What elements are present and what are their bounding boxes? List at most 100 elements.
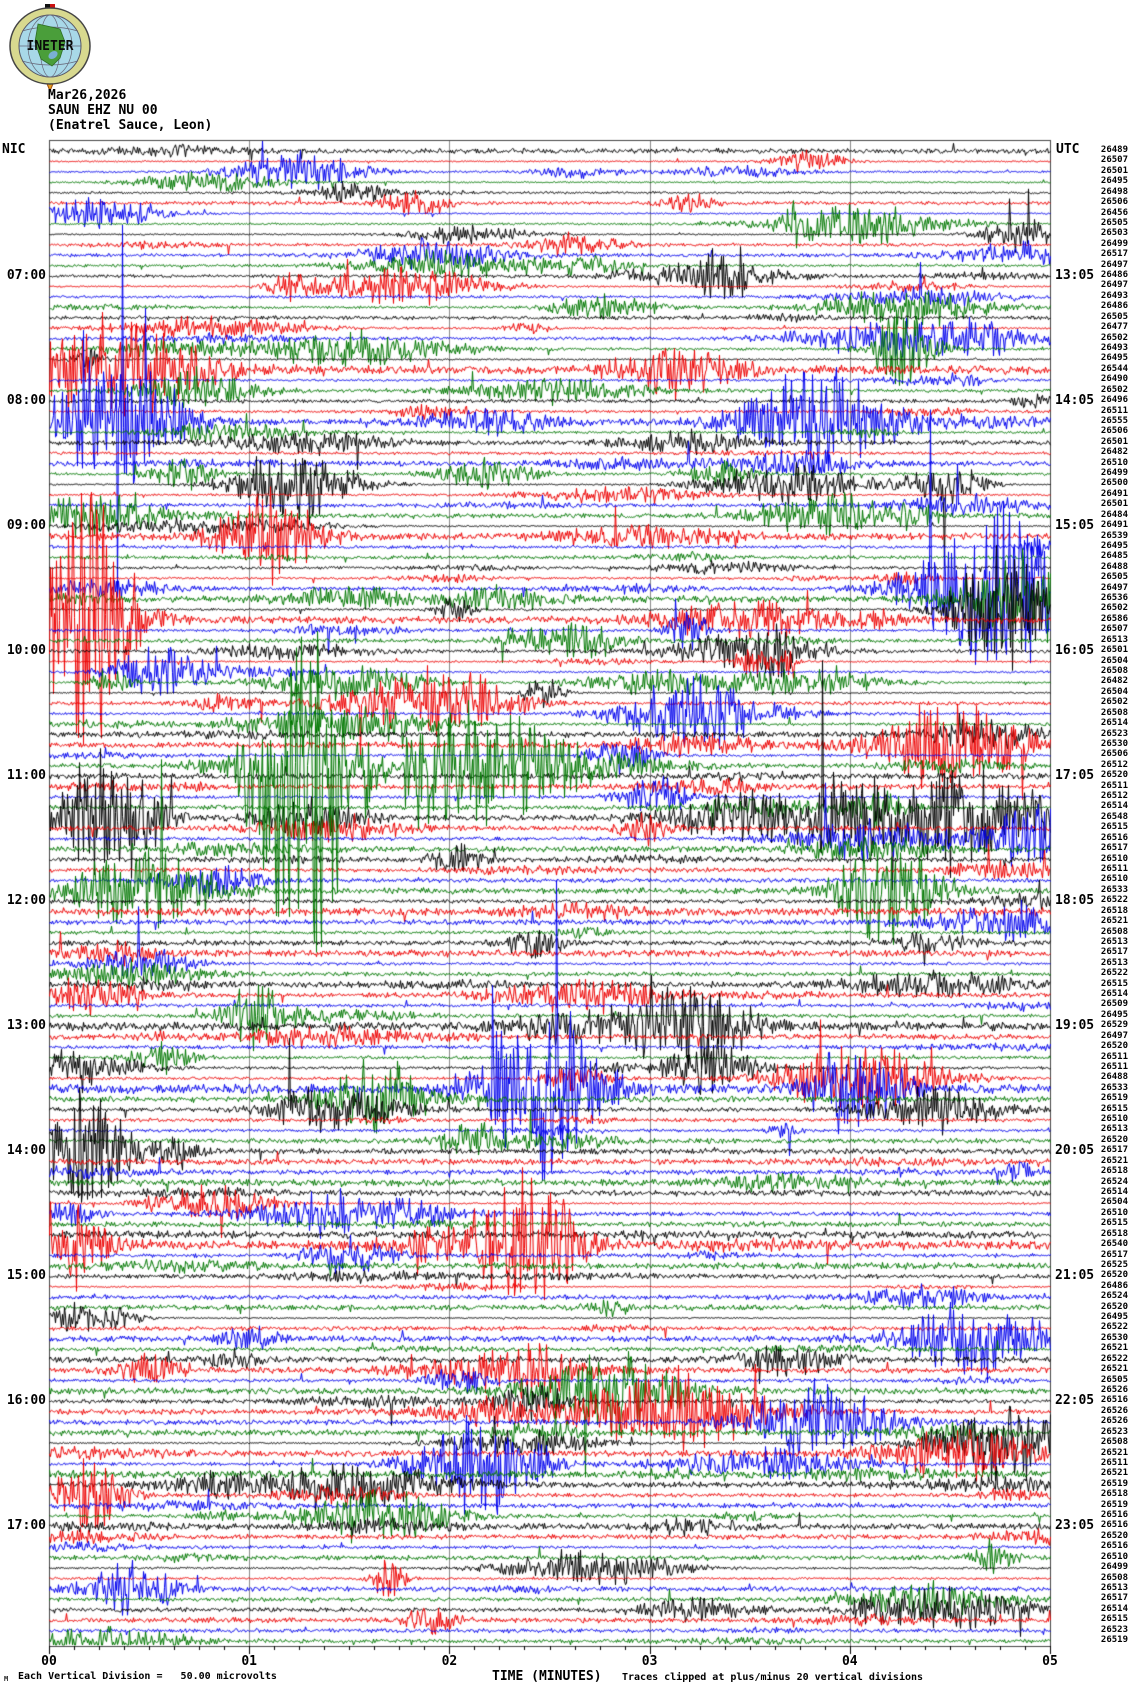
trace-value: 26539 xyxy=(1100,530,1128,541)
trace-value: 26495 xyxy=(1100,176,1128,187)
clip-text: Traces clipped at plus/minus 20 vertical… xyxy=(622,1672,924,1683)
trace-value: 26510 xyxy=(1100,1114,1128,1125)
left-hour-label: 09:00 xyxy=(6,518,46,534)
right-hour-label: 21:05 xyxy=(1055,1268,1095,1284)
trace-value: 26514 xyxy=(1100,989,1128,1000)
trace-value: 26508 xyxy=(1100,707,1128,718)
trace-value: 26526 xyxy=(1100,1405,1128,1416)
trace-value: 26508 xyxy=(1100,1437,1128,1448)
trace-value: 26508 xyxy=(1100,666,1128,676)
trace-value: 26486 xyxy=(1100,1280,1128,1291)
trace-value: 26495 xyxy=(1100,1312,1128,1323)
trace-value: 26491 xyxy=(1100,488,1128,499)
trace-value: 26505 xyxy=(1100,1374,1128,1385)
trace-value: 26513 xyxy=(1100,936,1128,947)
trace-value: 26516 xyxy=(1100,1510,1128,1521)
trace-value: 26530 xyxy=(1100,738,1128,749)
trace-value: 26555 xyxy=(1100,415,1128,426)
trace-value: 26496 xyxy=(1100,395,1128,406)
trace-value: 26456 xyxy=(1100,207,1128,218)
trace-value: 26524 xyxy=(1100,1291,1128,1302)
trace-value: 26510 xyxy=(1100,874,1128,885)
trace-value: 26493 xyxy=(1100,290,1128,301)
x-tick-label: 05 xyxy=(1042,1654,1058,1669)
trace-value: 26499 xyxy=(1100,1562,1128,1573)
trace-value: 26501 xyxy=(1100,436,1128,447)
trace-value: 26518 xyxy=(1100,1489,1128,1500)
trace-value: 26507 xyxy=(1100,624,1128,635)
ineter-logo: INETER xyxy=(9,4,91,92)
trace-value: 26517 xyxy=(1100,1593,1128,1604)
trace-value: 26499 xyxy=(1100,468,1128,479)
trace-value: 26520 xyxy=(1100,1041,1128,1052)
trace-value: 26511 xyxy=(1100,780,1128,791)
trace-value: 26521 xyxy=(1100,916,1128,927)
left-hour-label: 13:00 xyxy=(6,1018,46,1034)
trace-value: 26507 xyxy=(1100,155,1128,166)
trace-value: 26505 xyxy=(1100,311,1128,322)
trace-value: 26517 xyxy=(1100,1145,1128,1156)
trace-value: 26502 xyxy=(1100,697,1128,708)
trace-value: 26491 xyxy=(1100,520,1128,531)
trace-value: 26514 xyxy=(1100,1603,1128,1614)
logo-lake xyxy=(48,50,58,60)
right-hour-label: 17:05 xyxy=(1055,768,1095,784)
trace-value: 26530 xyxy=(1100,1332,1128,1343)
trace-value: 26501 xyxy=(1100,165,1128,176)
trace-value: 26515 xyxy=(1100,1614,1128,1625)
trace-value: 26529 xyxy=(1100,1020,1128,1031)
trace-value: 26484 xyxy=(1100,509,1128,520)
trace-value: 26497 xyxy=(1100,280,1128,291)
trace-value: 26508 xyxy=(1100,1572,1128,1583)
trace-value: 26513 xyxy=(1100,1582,1128,1593)
trace-value: 26513 xyxy=(1100,1124,1128,1135)
trace-value: 26502 xyxy=(1100,603,1128,614)
trace-value: 26504 xyxy=(1100,686,1128,697)
trace-value: 26511 xyxy=(1100,863,1128,874)
trace-value: 26489 xyxy=(1100,145,1128,155)
x-tick-label: 03 xyxy=(641,1654,658,1669)
trace-value: 26493 xyxy=(1100,342,1128,353)
trace-value: 26517 xyxy=(1100,249,1128,260)
left-hour-label: 08:00 xyxy=(6,393,46,409)
trace-value: 26517 xyxy=(1100,843,1128,854)
trace-value: 26522 xyxy=(1100,1322,1128,1333)
trace-value: 26512 xyxy=(1100,759,1128,770)
trace-value: 26520 xyxy=(1100,1134,1128,1145)
trace-value: 26488 xyxy=(1100,561,1128,572)
trace-value: 26520 xyxy=(1100,1301,1128,1312)
trace-value: 26502 xyxy=(1100,384,1128,395)
right-hour-label: 23:05 xyxy=(1055,1518,1095,1534)
trace-value: 26503 xyxy=(1100,228,1128,239)
trace-value: 26497 xyxy=(1100,259,1128,270)
trace-value: 26486 xyxy=(1100,270,1128,281)
trace-value: 26526 xyxy=(1100,1384,1128,1395)
trace-value: 26513 xyxy=(1100,634,1128,645)
trace-value: 26482 xyxy=(1100,676,1128,687)
trace-value: 26477 xyxy=(1100,322,1128,333)
trace-value: 26586 xyxy=(1100,613,1128,624)
right-hour-label: 15:05 xyxy=(1055,518,1095,534)
trace-value: 26515 xyxy=(1100,1218,1128,1229)
right-hour-label: 18:05 xyxy=(1055,893,1095,909)
trace-value: 26504 xyxy=(1100,655,1128,666)
trace-value: 26521 xyxy=(1100,1343,1128,1354)
trace-value: 26497 xyxy=(1100,1030,1128,1041)
trace-value: 26504 xyxy=(1100,1197,1128,1208)
trace-value: 26533 xyxy=(1100,884,1128,895)
trace-value: 26506 xyxy=(1100,749,1128,760)
right-hour-label: 19:05 xyxy=(1055,1018,1095,1034)
trace-value: 26525 xyxy=(1100,1259,1128,1270)
right-hour-label: 14:05 xyxy=(1055,393,1095,409)
left-hour-label: 15:00 xyxy=(6,1268,46,1284)
trace-value: 26533 xyxy=(1100,1082,1128,1093)
trace-value: 26516 xyxy=(1100,1520,1128,1531)
trace-value: 26526 xyxy=(1100,1416,1128,1427)
trace-value: 26521 xyxy=(1100,1155,1128,1166)
left-hour-label: 12:00 xyxy=(6,893,46,909)
header-date: Mar26,2026 xyxy=(48,88,127,103)
trace-value: 26518 xyxy=(1100,1228,1128,1239)
trace-value: 26511 xyxy=(1100,1457,1128,1468)
trace-value: 26523 xyxy=(1100,1624,1128,1635)
scale-marker: M xyxy=(4,1675,9,1683)
